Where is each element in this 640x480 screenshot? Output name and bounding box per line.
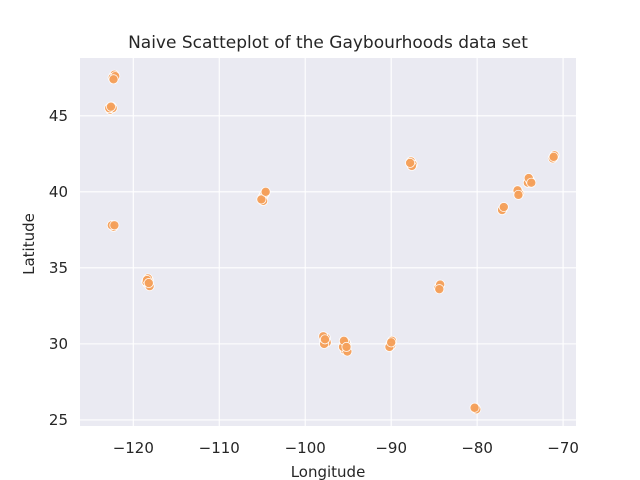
data-point	[108, 74, 119, 85]
data-point	[319, 334, 330, 345]
data-point	[434, 284, 445, 295]
y-tick-label: 30	[49, 335, 68, 353]
chart-title: Naive Scatteplot of the Gaybourhoods dat…	[128, 33, 528, 53]
data-point	[526, 177, 537, 188]
y-tick-label: 45	[49, 107, 68, 125]
y-axis-label: Latitude	[20, 213, 38, 275]
data-point	[341, 341, 352, 352]
x-tick-label: −80	[461, 439, 493, 457]
x-tick-label: −120	[113, 439, 154, 457]
data-point	[405, 157, 416, 168]
x-tick-label: −110	[199, 439, 240, 457]
data-points	[104, 69, 560, 415]
x-axis-label: Longitude	[291, 463, 366, 480]
y-tick-label: 35	[49, 259, 68, 277]
y-tick-label: 25	[49, 411, 68, 429]
x-tick-label: −70	[547, 439, 579, 457]
data-point	[260, 186, 271, 197]
y-tick-label: 40	[49, 183, 68, 201]
data-point	[548, 151, 559, 162]
data-point	[469, 402, 480, 413]
data-point	[143, 278, 154, 289]
data-point	[386, 337, 397, 348]
data-point	[498, 202, 509, 213]
y-axis-ticks: 25 30 35 40 45	[49, 107, 68, 429]
data-point	[256, 194, 267, 205]
plot-area	[80, 58, 576, 426]
data-point	[513, 189, 524, 200]
x-tick-label: −100	[285, 439, 326, 457]
x-tick-label: −90	[375, 439, 407, 457]
x-axis-ticks: −120 −110 −100 −90 −80 −70	[113, 439, 579, 457]
data-point	[105, 101, 116, 112]
data-point	[109, 220, 120, 231]
grid-lines	[80, 58, 576, 426]
